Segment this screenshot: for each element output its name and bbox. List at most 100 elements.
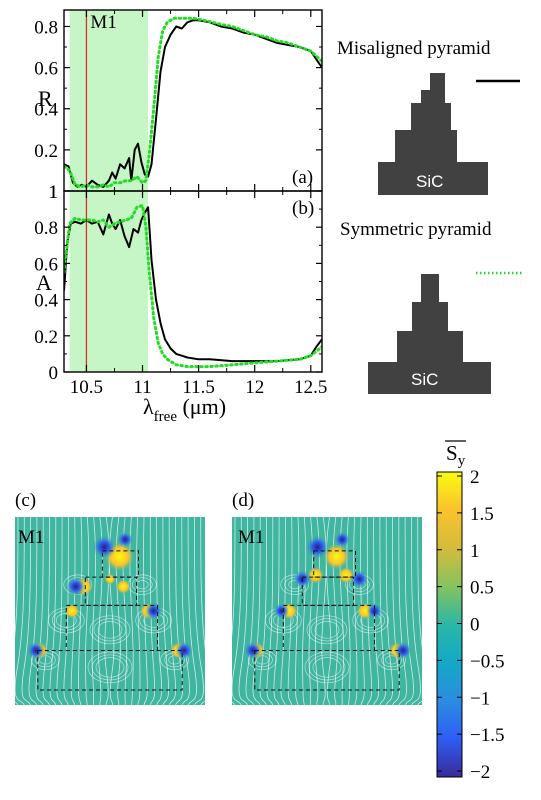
streamline <box>136 517 141 705</box>
plot-b-ytick-label: 0.8 <box>34 218 58 239</box>
colorbar-tick-label: −2 <box>470 762 490 783</box>
field-coldspot <box>273 603 290 619</box>
streamline <box>366 517 373 705</box>
colorbar-tick-label: −1.5 <box>470 725 504 746</box>
streamline-loop <box>91 654 129 681</box>
streamline <box>200 517 205 705</box>
structure-outline <box>65 604 158 651</box>
streamline <box>417 517 422 705</box>
streamline-loop <box>304 651 350 684</box>
field-hotspot <box>115 578 132 595</box>
streamline-loop <box>310 618 344 642</box>
field-coldspot <box>92 535 117 560</box>
structure-outline <box>37 649 183 691</box>
streamline <box>308 517 313 705</box>
colorbar-tick-label: 2 <box>470 467 480 488</box>
plot-b-ytick-label: 1 <box>49 182 59 203</box>
field-coldspot <box>334 531 351 548</box>
colorbar-tick-label: 1.5 <box>470 504 494 525</box>
colorbar-tick-label: −1 <box>470 688 490 709</box>
streamline <box>15 517 19 705</box>
streamline <box>63 517 69 705</box>
streamline <box>56 517 63 705</box>
field-coldspot <box>366 603 383 619</box>
xtick-label: 12.5 <box>294 377 327 398</box>
plot-b-ytick-label: 0.4 <box>34 291 58 312</box>
colorbar-tick-label: 0.5 <box>470 578 494 599</box>
streamline <box>411 517 421 705</box>
field-coldspot <box>26 641 45 660</box>
plot-a-series-symmetric <box>64 16 322 189</box>
streamline <box>353 517 358 705</box>
m1-marker-label: M1 <box>90 12 116 33</box>
y-axis-label-a: A <box>36 270 52 295</box>
streamline <box>78 517 83 705</box>
streamline <box>232 517 242 705</box>
plot-a-ytick-label: 1 <box>49 182 59 203</box>
mode-label-c: M1 <box>18 527 44 548</box>
streamline-loop <box>95 657 125 678</box>
streamline-loop <box>131 577 153 593</box>
field-coldspot <box>305 535 330 560</box>
highlight-band-a <box>69 10 149 191</box>
streamline <box>360 517 365 705</box>
field-coldspot <box>394 641 412 660</box>
plot-a-ytick-label: 0.8 <box>34 17 58 38</box>
misaligned-pyramid-diagram <box>378 73 488 195</box>
plot-b-series-symmetric <box>64 204 322 369</box>
streamline-loop <box>312 657 342 678</box>
field-coldspot <box>117 531 134 548</box>
plot-b-ytick-label: 0.6 <box>34 254 58 275</box>
xtick-label: 11 <box>133 377 151 398</box>
colorbar-tick-label: −0.5 <box>470 651 504 672</box>
streamline <box>149 517 156 705</box>
field-coldspot <box>65 576 86 597</box>
legend-symmetric-label: Symmetric pyramid <box>340 219 492 240</box>
substrate-label-misaligned: SiC <box>416 172 443 191</box>
streamline <box>280 517 286 705</box>
legend-misaligned-label: Misaligned pyramid <box>337 38 491 59</box>
structure-outline <box>282 604 375 651</box>
plot-b-ytick-label: 0.2 <box>34 327 58 348</box>
field-coldspot <box>144 602 163 620</box>
streamline <box>49 517 57 705</box>
colorbar-gradient <box>436 471 463 778</box>
field-hotspot <box>104 573 116 586</box>
streamline <box>70 517 76 705</box>
streamline <box>379 517 387 705</box>
streamline-loop <box>89 615 131 645</box>
streamline <box>162 517 170 705</box>
field-coldspot <box>350 570 369 589</box>
streamline <box>156 517 163 705</box>
streamline <box>373 517 380 705</box>
streamline-loop <box>308 654 346 681</box>
streamline <box>295 517 300 705</box>
field-maps: (c) (d) M1 M1 <box>15 490 422 705</box>
field-map-c <box>15 517 205 705</box>
streamline <box>314 517 320 705</box>
plot-a-ytick-label: 0.2 <box>34 141 58 162</box>
streamline <box>91 517 96 705</box>
colorbar-tick-label: 1 <box>470 541 480 562</box>
xtick-label: 11.5 <box>182 377 215 398</box>
colorbar-tick-label: 0 <box>470 615 480 636</box>
x-axis-label: λfree (μm) <box>143 394 226 425</box>
symmetric-pyramid-diagram <box>368 274 491 394</box>
substrate-label-symmetric: SiC <box>411 370 438 389</box>
field-coldspot <box>243 641 262 660</box>
streamline <box>266 517 274 705</box>
streamline-loop <box>87 651 133 684</box>
streamline <box>143 517 148 705</box>
streamline <box>232 517 236 705</box>
streamline <box>287 517 293 705</box>
panel-label-d: (d) <box>232 490 254 511</box>
streamline-loop <box>306 615 348 645</box>
field-hotspot <box>322 542 351 571</box>
structure-outline <box>254 649 400 691</box>
streamline <box>194 517 204 705</box>
xtick-label: 12 <box>245 377 264 398</box>
streamline-loop <box>314 621 340 639</box>
field-hotspot <box>64 603 80 619</box>
xtick-label: 10.5 <box>70 377 103 398</box>
streamline-loop <box>93 618 127 642</box>
